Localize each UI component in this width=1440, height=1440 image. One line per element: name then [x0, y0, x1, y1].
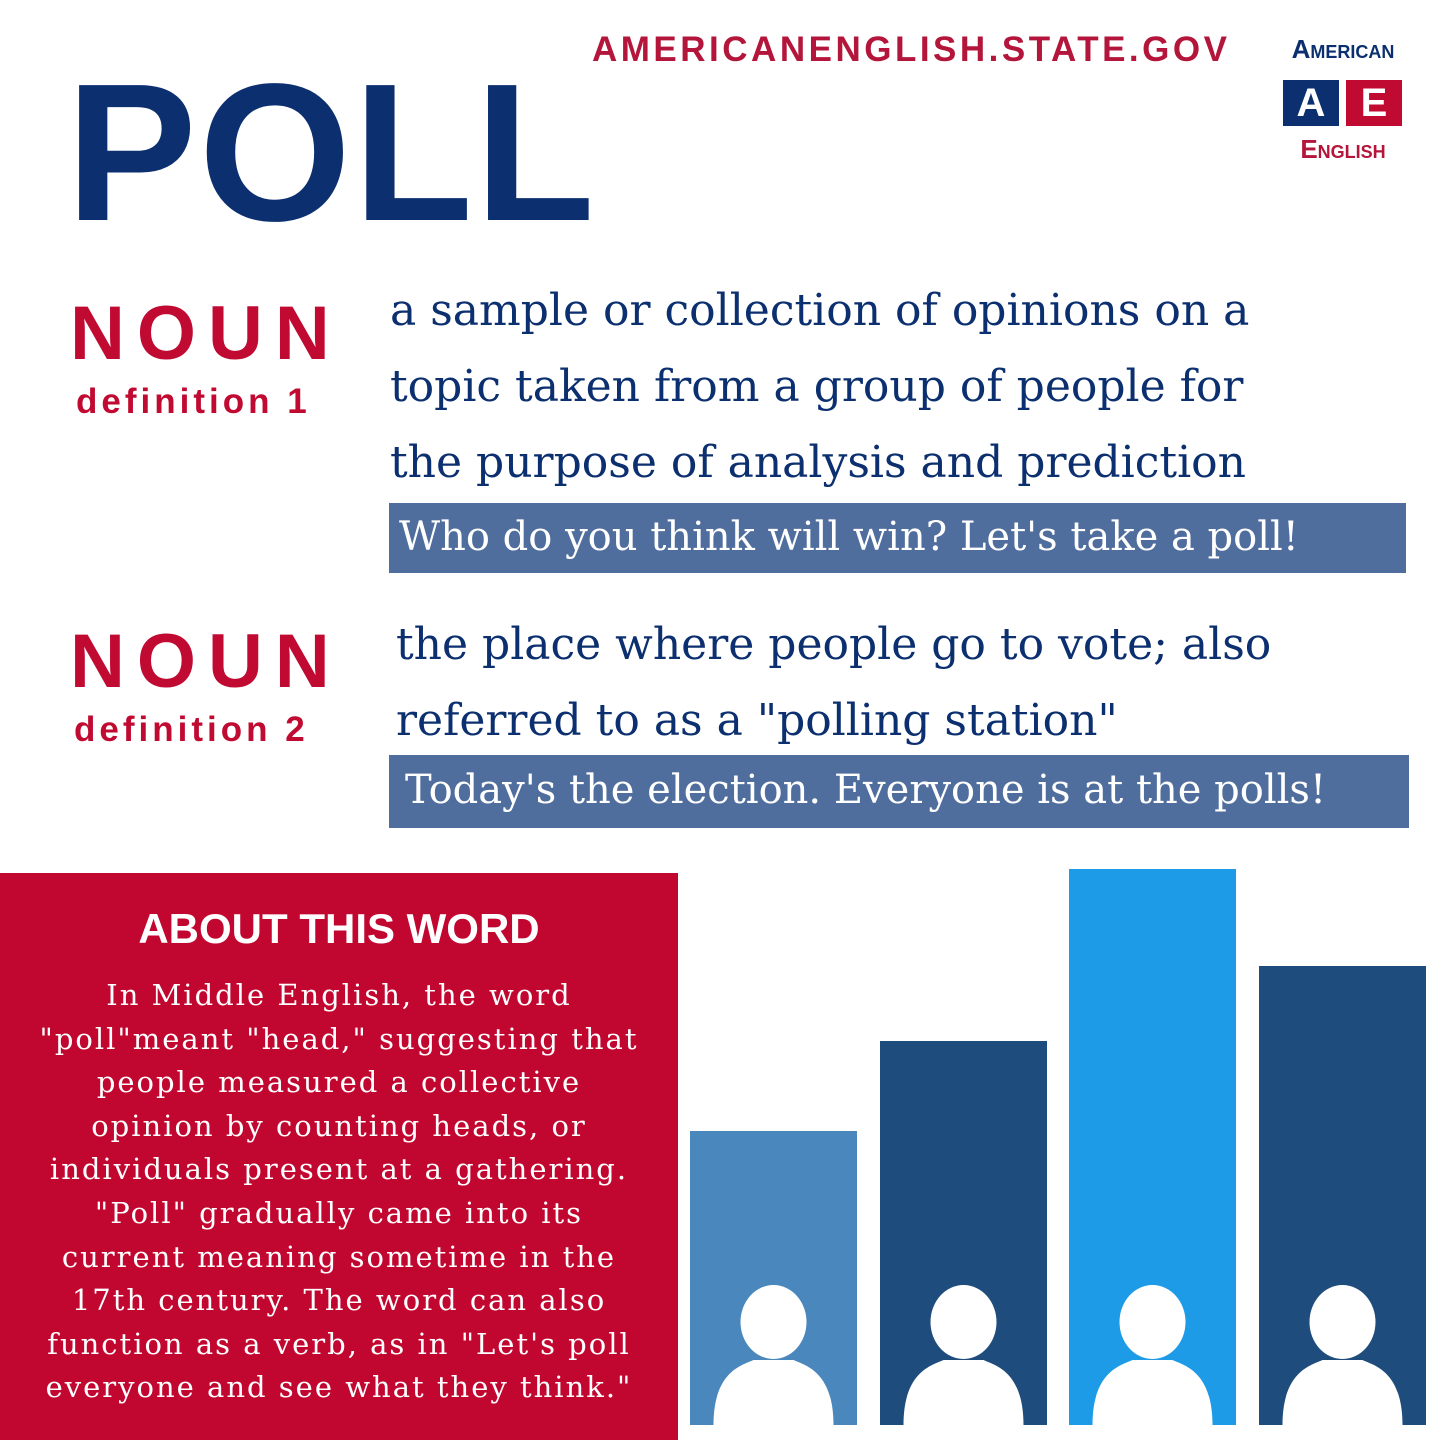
about-panel [0, 873, 678, 1440]
about-line: people measured a collective [96, 1065, 582, 1100]
site-url: AMERICANENGLISH.STATE.GOV [592, 30, 1231, 69]
about-line: individuals present at a gathering. [49, 1152, 629, 1187]
example: Today's the election. Everyone is at the… [389, 755, 1409, 828]
person-head [740, 1285, 807, 1359]
about-line: "Poll" gradually came into its [94, 1196, 584, 1230]
about-line: 17th century. The word can also [71, 1283, 607, 1318]
person-head [930, 1285, 997, 1359]
about-line: current meaning sometime in the [61, 1239, 617, 1274]
definition-line: the place where people go to vote; also [396, 619, 1272, 670]
person-body [903, 1360, 1024, 1425]
part-of-speech: NOUN [70, 291, 342, 376]
person-head [1309, 1285, 1376, 1359]
person-body [1282, 1360, 1403, 1425]
definition-line: referred to as a "polling station" [396, 695, 1118, 746]
about-line: function as a verb, as in "Let's poll [47, 1326, 631, 1361]
definition-line: a sample or collection of opinions on a [390, 285, 1250, 336]
person-body [1092, 1360, 1213, 1425]
definition-label: definition 1 [76, 382, 311, 421]
example: Who do you think will win? Let's take a … [389, 503, 1406, 573]
person-head [1119, 1285, 1186, 1359]
definition-line: the purpose of analysis and prediction [390, 437, 1246, 488]
headword: POLL [66, 43, 597, 262]
about-line: opinion by counting heads, or [91, 1108, 587, 1143]
logo-a: A [1283, 80, 1339, 126]
logo-e: E [1346, 80, 1402, 126]
part-of-speech: NOUN [70, 619, 342, 704]
about-line: everyone and see what they think." [45, 1370, 633, 1405]
about-line: "poll"meant "head," suggesting that [39, 1021, 639, 1056]
logo-bottom: English [1300, 134, 1386, 164]
about-line: In Middle English, the word [106, 978, 572, 1012]
definition-line: topic taken from a group of people for [390, 361, 1244, 412]
definition-label: definition 2 [74, 710, 309, 749]
about-title: ABOUT THIS WORD [138, 905, 540, 952]
logo-top: American [1291, 34, 1395, 64]
person-body [713, 1360, 834, 1425]
